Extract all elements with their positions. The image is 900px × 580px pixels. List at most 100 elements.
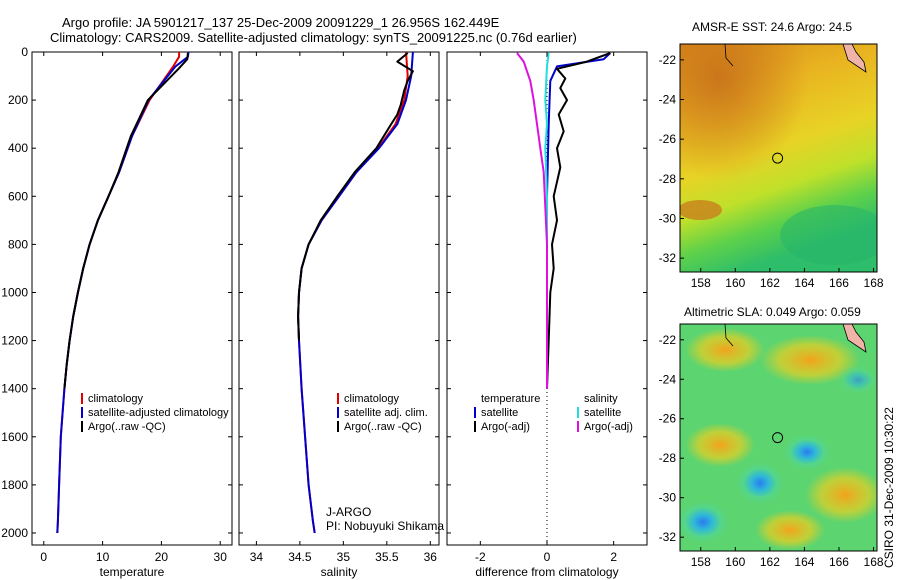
sst-warm-patch [680, 200, 722, 220]
sla-map-xtick-label: 162 [760, 555, 780, 569]
temperature-ytick-label: 1800 [1, 478, 28, 492]
sla-map-ytick-label: -32 [659, 530, 677, 544]
sst-cool-patch [780, 205, 877, 265]
sst-map-xtick-label: 164 [794, 276, 814, 290]
sst-map-ytick-label: -30 [659, 211, 677, 225]
difference-legend-label: Argo(-adj) [584, 421, 633, 433]
sla-map-xtick-label: 166 [829, 555, 849, 569]
temperature-xtick-label: 20 [155, 550, 169, 564]
salinity-axes-frame [238, 51, 440, 546]
sla-high-4 [805, 467, 877, 523]
sst-map: AMSR-E SST: 24.6 Argo: 24.5 158 160 162 164… [659, 20, 884, 290]
difference-xaxis-label: difference from climatology [475, 565, 618, 579]
temperature-ytick-label: 400 [8, 141, 28, 155]
sla-map-ytick-label: -30 [659, 491, 677, 505]
sla-eddy-4 [838, 366, 877, 394]
sla-map-xtick-label: 168 [864, 555, 884, 569]
sst-map-ytick-label: -32 [659, 251, 677, 265]
sla-eddy-2 [783, 434, 831, 470]
temperature-ytick-label: 1400 [1, 382, 28, 396]
sst-map-frame [679, 43, 878, 273]
salinity-xtick-label: 35 [337, 550, 351, 564]
sst-map-ytick-label: -24 [659, 93, 677, 107]
difference-legend-label: Argo(-adj) [481, 421, 530, 433]
difference-legend-label: satellite [481, 407, 518, 419]
pi-label: PI: Nobuyuki Shikama [326, 519, 444, 533]
temperature-xaxis-label: temperature [100, 565, 165, 579]
sla-high-5 [755, 510, 825, 550]
difference-xtick-label: 0 [544, 550, 551, 564]
temperature-xtick-label: 30 [214, 550, 228, 564]
program-label: J-ARGO [326, 505, 371, 519]
sst-map-axes: 158 160 162 164 166 168 -22 -24 -26 -28 -30 -32 [659, 53, 884, 290]
temperature-ytick-label: 600 [8, 189, 28, 203]
sla-high-1 [685, 328, 765, 372]
temperature-legend-label: Argo(..raw -QC) [88, 421, 166, 433]
sla-map-frame [679, 323, 878, 552]
difference-xtick-label: -2 [475, 550, 486, 564]
temperature-legend-label: climatology [88, 393, 144, 405]
difference-xtick-label: 2 [610, 550, 617, 564]
sst-coastline [724, 44, 734, 67]
salinity-legend-label: Argo(..raw -QC) [344, 421, 422, 433]
temperature-ytick-label: 1000 [1, 285, 28, 299]
temperature-ytick-label: 2000 [1, 526, 28, 540]
difference-legend-heading: salinity [584, 393, 618, 405]
salinity-panel: 34 34.5 35 35.5 36 salinity climatology satelli… [238, 51, 440, 579]
sst-map-title: AMSR-E SST: 24.6 Argo: 24.5 [692, 20, 852, 34]
sla-map-ytick-label: -26 [659, 412, 677, 426]
sla-map-xtick-label: 158 [691, 555, 711, 569]
sst-argo-location-marker [772, 152, 784, 164]
sst-map-ytick-label: -22 [659, 53, 677, 67]
sla-map-xtick-label: 160 [725, 555, 745, 569]
temperature-ytick-label: 200 [8, 93, 28, 107]
sla-high-2 [760, 335, 860, 385]
sla-map-ytick-label: -24 [659, 372, 677, 386]
sla-land [842, 324, 867, 353]
sla-argo-location-marker [772, 432, 784, 444]
salinity-xtick-label: 35.5 [375, 550, 399, 564]
temperature-axes-frame [31, 51, 233, 546]
figure-title-line2: Climatology: CARS2009. Satellite-adjuste… [50, 30, 577, 45]
side-timestamp-label: CSIRO 31-Dec-2009 10:30:22 [882, 407, 896, 568]
temperature-ytick-label: 1200 [1, 334, 28, 348]
temperature-ytick-label: 0 [21, 45, 28, 59]
salinity-xtick-label: 34.5 [288, 550, 312, 564]
sla-map-xtick-label: 164 [794, 555, 814, 569]
sla-eddy-3 [680, 501, 729, 543]
sla-high-3 [685, 423, 755, 467]
sla-coastline [724, 324, 734, 347]
salinity-xaxis-label: salinity [321, 565, 358, 579]
temperature-series-argo-raw-qc- [63, 52, 189, 389]
sst-map-ytick-label: -28 [659, 172, 677, 186]
sst-map-ytick-label: -26 [659, 132, 677, 146]
salinity-legend-label: satellite adj. clim. [344, 407, 428, 419]
sla-map: Altimetric SLA: 0.049 Argo: 0.059 158 160… [659, 305, 884, 569]
sst-map-xtick-label: 168 [864, 276, 884, 290]
difference-series-argo-adj- [516, 52, 548, 389]
temperature-xtick-label: 10 [96, 550, 110, 564]
sst-land [842, 44, 867, 73]
difference-series-argo-adj- [546, 52, 611, 389]
sla-eddy-1 [736, 462, 784, 504]
difference-legend-heading: temperature [481, 393, 540, 405]
salinity-xtick-label: 36 [424, 550, 438, 564]
difference-series-satellite [544, 52, 550, 389]
temperature-ytick-label: 800 [8, 237, 28, 251]
sst-map-xtick-label: 166 [829, 276, 849, 290]
sla-map-axes: 158 160 162 164 166 168 -22 -24 -26 -28 -30 -32 [659, 333, 884, 569]
sst-map-xtick-label: 162 [760, 276, 780, 290]
temperature-legend-label: satellite-adjusted climatology [88, 407, 229, 419]
sla-map-ytick-label: -28 [659, 451, 677, 465]
difference-legend-label: satellite [584, 407, 621, 419]
sla-map-ytick-label: -22 [659, 333, 677, 347]
sst-map-xtick-label: 160 [725, 276, 745, 290]
sst-map-xtick-label: 158 [691, 276, 711, 290]
salinity-xtick-label: 34 [250, 550, 264, 564]
salinity-series-argo-raw-qc- [297, 52, 414, 341]
figure-title-line1: Argo profile: JA 5901217_137 25-Dec-2009… [62, 15, 500, 30]
temperature-ytick-label: 1600 [1, 430, 28, 444]
temperature-panel: 0 10 20 30 0 200 400 600 800 1000 1200 1400 1600 1800… [1, 45, 233, 579]
